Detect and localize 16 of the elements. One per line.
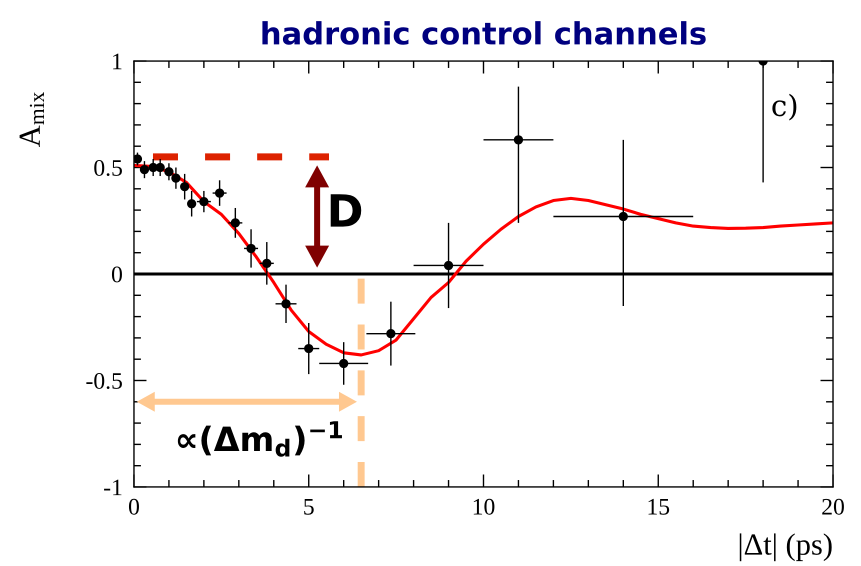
y-axis-title: A$_{mix}$	[20, 92, 44, 148]
annotation: ∝(Δm$_{d}$)$^{−1}$	[178, 421, 342, 457]
y-tick-label: -1	[104, 480, 122, 496]
x-tick-label: 5	[304, 499, 314, 515]
annotation: D	[330, 194, 362, 227]
y-tick-label: 1	[113, 54, 122, 70]
x-tick-label: 0	[128, 498, 139, 515]
x-tick-label: 20	[822, 498, 844, 515]
y-tick-label: 0.5	[94, 160, 122, 176]
annotation: c)	[772, 94, 796, 120]
y-tick-label: 0	[112, 266, 122, 282]
x-tick-label: 15	[648, 498, 670, 515]
x-tick-label: 10	[474, 498, 494, 515]
y-tick-label: -0.5	[86, 372, 122, 390]
x-axis-title: |Δt| (ps)	[740, 533, 832, 562]
chart-title: hadronic control channels	[262, 21, 706, 45]
